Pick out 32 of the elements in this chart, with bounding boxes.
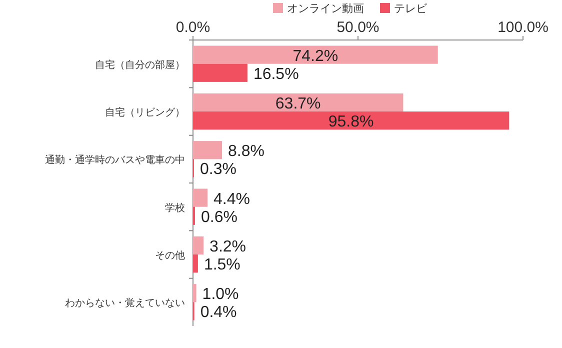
data-label: 3.2% — [210, 238, 246, 256]
bar — [193, 188, 208, 207]
data-label: 16.5% — [253, 66, 299, 83]
bar — [193, 46, 438, 64]
data-label: 1.0% — [202, 286, 239, 304]
x-tick-label: 50.0% — [336, 19, 380, 36]
y-tick-label: 学校 — [165, 202, 185, 214]
bar — [193, 141, 222, 160]
data-label: 8.8% — [228, 143, 265, 160]
bar — [193, 93, 404, 112]
bar — [193, 236, 204, 254]
data-label: 95.8% — [328, 114, 374, 131]
bar — [193, 112, 510, 130]
data-label: 1.5% — [204, 256, 240, 274]
legend-label: オンライン動画 — [287, 3, 364, 15]
data-label: 4.4% — [214, 190, 250, 208]
bar — [193, 64, 248, 82]
data-label: 74.2% — [292, 48, 338, 65]
data-label: 0.3% — [200, 161, 236, 178]
bar — [193, 254, 198, 273]
data-label: 0.6% — [200, 208, 238, 226]
x-tick-label: 0.0% — [176, 19, 210, 36]
data-label: 0.4% — [200, 304, 237, 322]
y-tick-label: 通勤・通学時のバスや電車の中 — [45, 154, 185, 166]
y-tick-label: 自宅（自分の部屋） — [95, 58, 185, 71]
bar — [193, 284, 196, 302]
y-tick-label: 自宅（リビング） — [105, 106, 185, 118]
x-tick-label: 100.0% — [498, 19, 548, 36]
data-label: 63.7% — [275, 95, 321, 112]
y-tick-label: わからない・覚えていない — [65, 297, 185, 310]
y-tick-label: その他 — [155, 250, 185, 262]
legend-label: テレビ — [394, 3, 428, 15]
